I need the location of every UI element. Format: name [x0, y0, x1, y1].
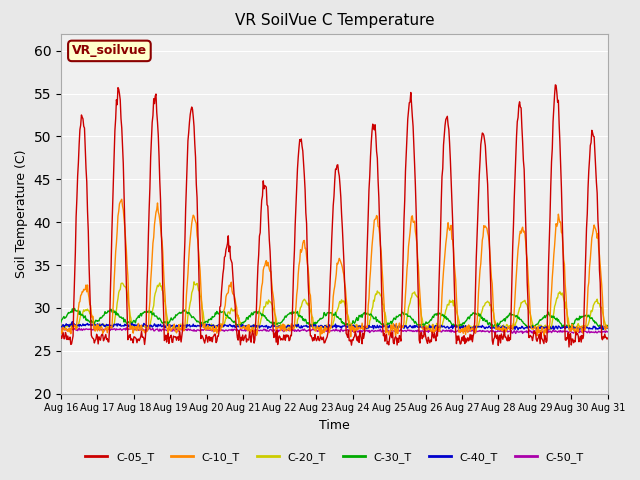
Title: VR SoilVue C Temperature: VR SoilVue C Temperature: [234, 13, 434, 28]
Legend: C-05_T, C-10_T, C-20_T, C-30_T, C-40_T, C-50_T: C-05_T, C-10_T, C-20_T, C-30_T, C-40_T, …: [81, 447, 588, 467]
X-axis label: Time: Time: [319, 419, 349, 432]
Y-axis label: Soil Temperature (C): Soil Temperature (C): [15, 149, 28, 278]
Text: VR_soilvue: VR_soilvue: [72, 44, 147, 58]
